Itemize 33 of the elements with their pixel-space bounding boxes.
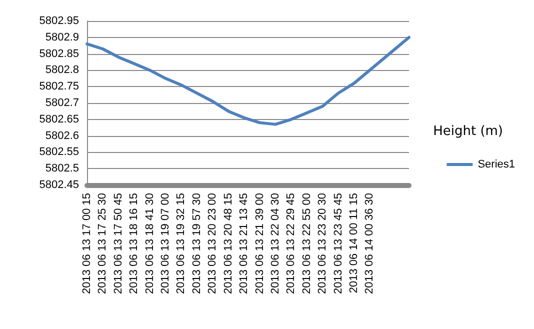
y-tick-label: 5802.85 (39, 48, 79, 60)
legend-label: Series1 (478, 158, 515, 170)
y-tick-label: 5802.45 (39, 179, 79, 191)
y-tick-label: 5802.5 (45, 162, 79, 175)
x-tick-label: 2013 06 13 22 55 00 (300, 193, 313, 294)
x-tick-label: 2013 06 13 19 07 00 (160, 193, 172, 294)
x-tick-label: 2013 06 13 23 45 45 (332, 193, 344, 294)
x-tick-label: 2013 06 13 20 23 00 (206, 193, 219, 294)
x-tick-label: 2013 06 13 18 16 15 (128, 193, 140, 294)
y-tick-label: 5802.8 (45, 64, 79, 76)
x-tick-label: 2013 06 13 21 39 00 (254, 193, 266, 294)
x-tick-label: 2013 06 13 21 13 45 (238, 193, 250, 294)
y-tick-label: 5802.65 (39, 113, 79, 126)
x-tick-label: 2013 06 13 22 04 30 (269, 193, 282, 294)
x-tick-label: 2013 06 13 18 41 30 (144, 193, 156, 294)
y-tick-label: 5802.6 (45, 130, 79, 142)
line-series (86, 36, 410, 126)
y-tick-label: 5802.75 (39, 80, 79, 93)
x-tick-label: 2013 06 14 00 11 15 (348, 193, 360, 294)
x-tick-label: 2013 06 14 00 36 30 (364, 193, 376, 294)
x-tick-label: 2013 06 13 19 57 30 (190, 193, 203, 294)
x-tick-label: 2013 06 13 17 00 15 (81, 193, 93, 294)
x-tick-label: 2013 06 13 17 50 45 (112, 193, 124, 294)
x-tick-label: 2013 06 13 19 32 15 (175, 193, 188, 294)
x-tick-label: 2013 06 13 23 20 30 (316, 193, 329, 294)
y-tick-label: 5802.55 (39, 146, 79, 158)
y-tick-label: 5802.95 (39, 15, 79, 27)
y-tick-label: 5802.7 (45, 97, 79, 109)
text: Height (m) (433, 124, 504, 139)
x-tick-label: 2013 06 13 20 48 15 (222, 193, 234, 294)
x-tick-label: 2013 06 13 17 25 30 (96, 193, 109, 294)
x-tick-label: 2013 06 13 22 29 45 (285, 193, 298, 294)
y-tick-label: 5802.9 (45, 31, 79, 44)
